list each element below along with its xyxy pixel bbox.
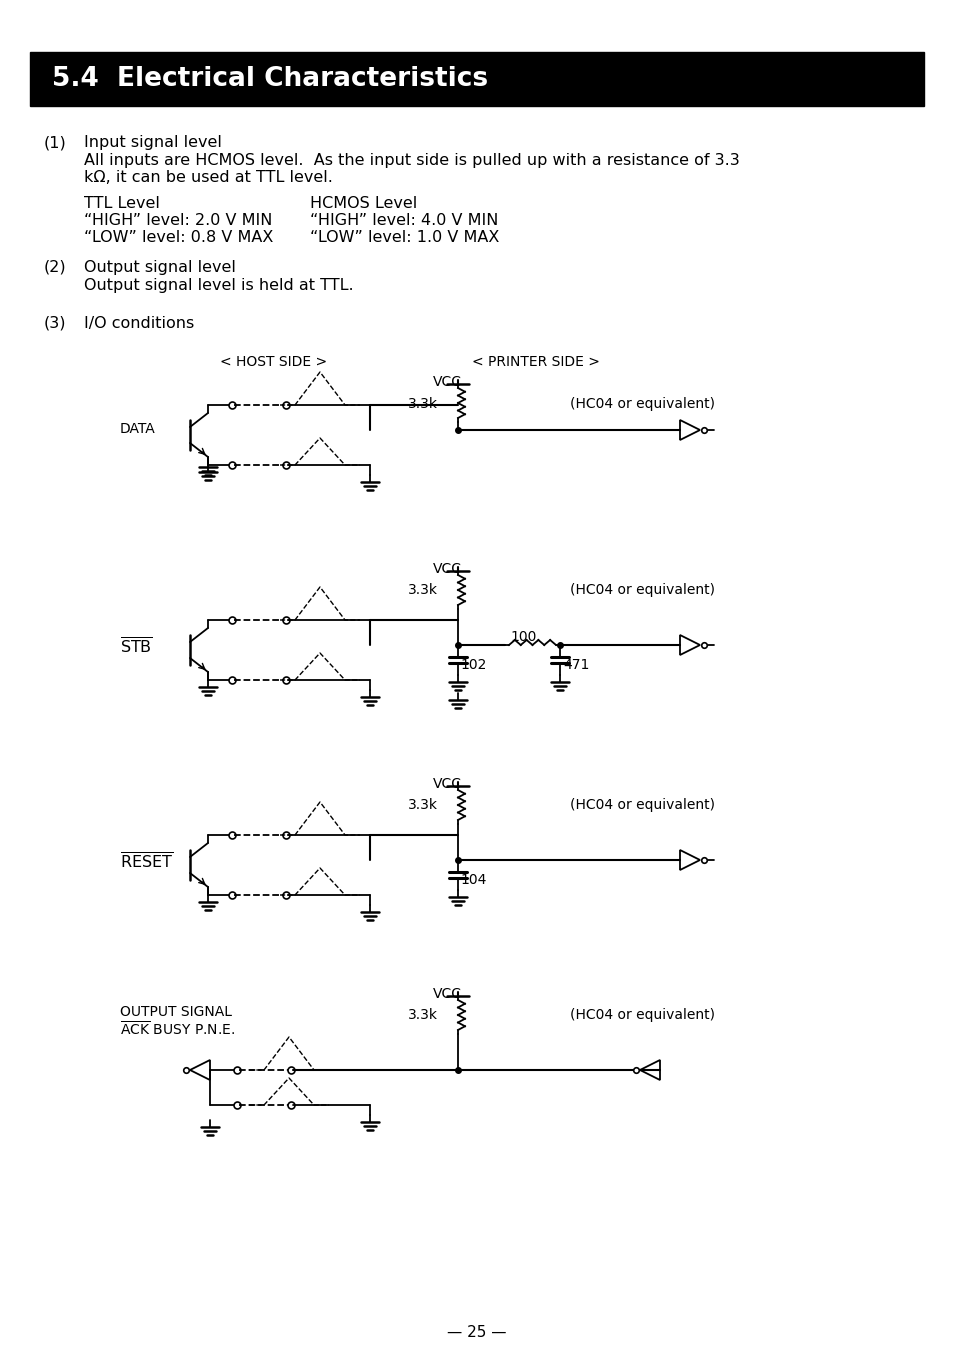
Text: (3): (3) (44, 316, 67, 331)
Text: I/O conditions: I/O conditions (84, 316, 194, 331)
Text: Output signal level is held at TTL.: Output signal level is held at TTL. (84, 279, 354, 293)
Text: 3.3k: 3.3k (408, 798, 437, 813)
Text: $\overline{\mathrm{STB}}$: $\overline{\mathrm{STB}}$ (120, 637, 152, 657)
Text: 100: 100 (510, 630, 536, 644)
Text: < PRINTER SIDE >: < PRINTER SIDE > (472, 356, 599, 369)
Text: VCC: VCC (433, 777, 461, 791)
Text: (HC04 or equivalent): (HC04 or equivalent) (569, 1009, 714, 1022)
Text: 3.3k: 3.3k (408, 397, 437, 411)
Text: (2): (2) (44, 260, 67, 274)
Text: TTL Level: TTL Level (84, 196, 160, 211)
Text: $\overline{\mathrm{ACK}}$ BUSY P.N.E.: $\overline{\mathrm{ACK}}$ BUSY P.N.E. (120, 1019, 235, 1038)
Text: $\overline{\mathrm{RESET}}$: $\overline{\mathrm{RESET}}$ (120, 852, 173, 872)
Text: 104: 104 (459, 873, 486, 887)
Text: 5.4  Electrical Characteristics: 5.4 Electrical Characteristics (52, 66, 488, 92)
Text: Input signal level: Input signal level (84, 135, 222, 150)
Text: Output signal level: Output signal level (84, 260, 235, 274)
Text: (HC04 or equivalent): (HC04 or equivalent) (569, 583, 714, 598)
Text: VCC: VCC (433, 987, 461, 1000)
Text: 102: 102 (459, 658, 486, 672)
Text: HCMOS Level: HCMOS Level (310, 196, 416, 211)
Text: VCC: VCC (433, 562, 461, 576)
Text: (HC04 or equivalent): (HC04 or equivalent) (569, 397, 714, 411)
Text: < HOST SIDE >: < HOST SIDE > (220, 356, 327, 369)
Text: All inputs are HCMOS level.  As the input side is pulled up with a resistance of: All inputs are HCMOS level. As the input… (84, 153, 739, 168)
Text: “LOW” level: 1.0 V MAX: “LOW” level: 1.0 V MAX (310, 230, 498, 245)
Text: “HIGH” level: 4.0 V MIN: “HIGH” level: 4.0 V MIN (310, 214, 497, 228)
Text: DATA: DATA (120, 422, 155, 435)
Text: “LOW” level: 0.8 V MAX: “LOW” level: 0.8 V MAX (84, 230, 274, 245)
Text: (1): (1) (44, 135, 67, 150)
Text: 3.3k: 3.3k (408, 1009, 437, 1022)
Text: 3.3k: 3.3k (408, 583, 437, 598)
Text: kΩ, it can be used at TTL level.: kΩ, it can be used at TTL level. (84, 170, 333, 185)
Text: 471: 471 (562, 658, 589, 672)
Text: VCC: VCC (433, 375, 461, 389)
Text: “HIGH” level: 2.0 V MIN: “HIGH” level: 2.0 V MIN (84, 214, 273, 228)
Text: — 25 —: — 25 — (447, 1325, 506, 1340)
Text: (HC04 or equivalent): (HC04 or equivalent) (569, 798, 714, 813)
Text: OUTPUT SIGNAL: OUTPUT SIGNAL (120, 1005, 232, 1019)
Bar (30, 51, 923, 105)
